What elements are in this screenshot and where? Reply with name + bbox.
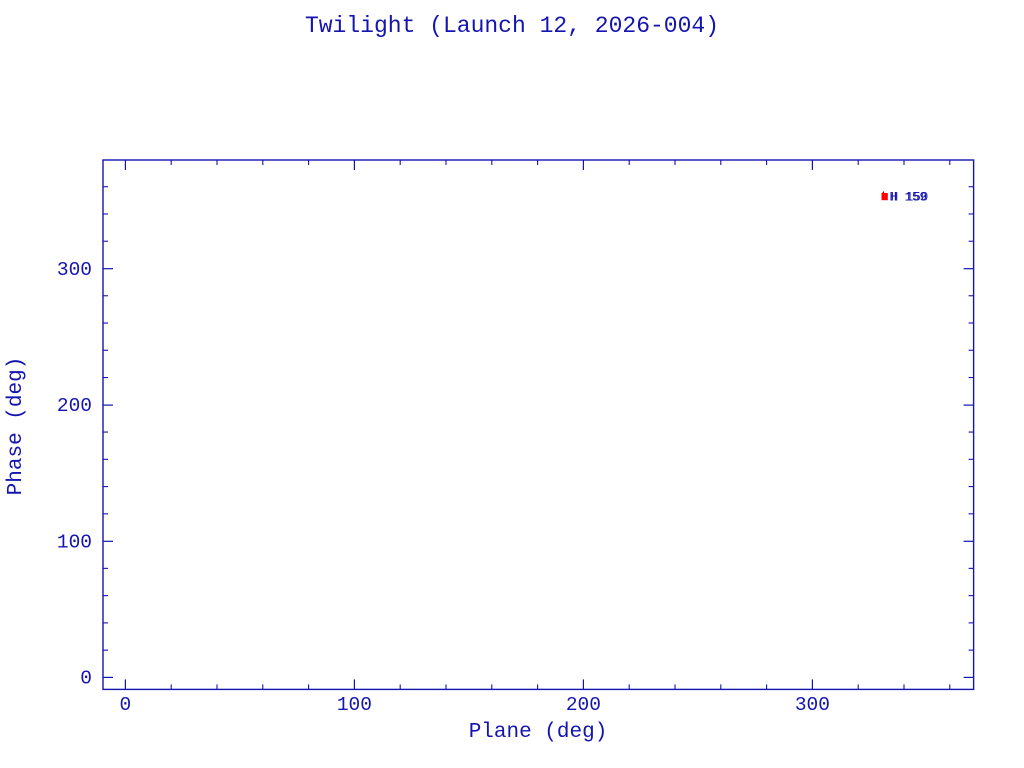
svg-text:200: 200 — [57, 395, 92, 417]
svg-text:H 150: H 150 — [891, 191, 929, 205]
svg-text:Twilight (Launch 12, 2026-004): Twilight (Launch 12, 2026-004) — [305, 13, 719, 39]
svg-text:Phase (deg): Phase (deg) — [5, 357, 28, 496]
svg-text:200: 200 — [566, 694, 601, 716]
svg-text:0: 0 — [120, 694, 132, 716]
svg-text:0: 0 — [80, 668, 92, 690]
svg-text:100: 100 — [337, 694, 372, 716]
svg-text:Plane (deg): Plane (deg) — [469, 721, 608, 744]
svg-text:100: 100 — [57, 531, 92, 553]
svg-text:300: 300 — [57, 259, 92, 281]
svg-text:300: 300 — [795, 694, 830, 716]
